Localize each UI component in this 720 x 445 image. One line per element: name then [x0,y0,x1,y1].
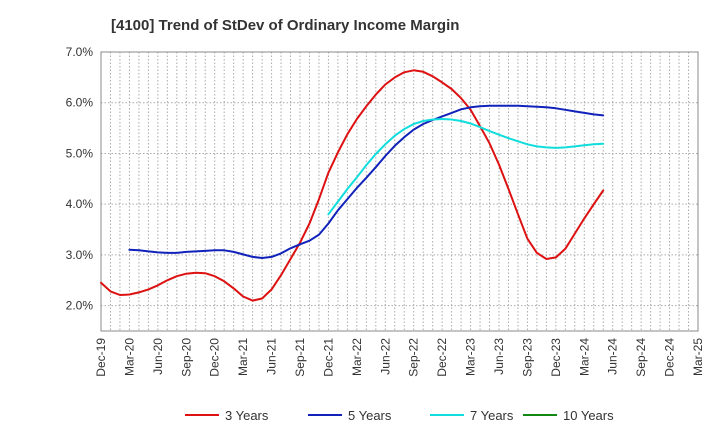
y-axis: 2.0% 3.0% 4.0% 5.0% 6.0% 7.0% [66,45,94,313]
legend-label: 3 Years [225,408,269,423]
y-tick-label: 7.0% [66,45,94,59]
legend-label: 10 Years [563,408,614,423]
series-lines [100,69,605,302]
y-tick-label: 2.0% [66,299,94,313]
x-tick-label: Mar-25 [691,338,705,376]
x-tick-label: Jun-22 [378,338,392,375]
legend-label: 5 Years [348,408,392,423]
series-line-3-years [100,69,605,302]
x-tick-label: Sep-21 [293,338,307,377]
legend-label: 7 Years [470,408,514,423]
x-tick-label: Dec-19 [94,338,108,377]
x-tick-label: Sep-24 [634,338,648,377]
x-tick-label: Dec-21 [321,338,335,377]
x-tick-label: Sep-23 [520,338,534,377]
grid [101,51,698,331]
x-tick-label: Sep-20 [179,338,193,377]
x-tick-label: Sep-22 [407,338,421,377]
chart-title: [4100] Trend of StDev of Ordinary Income… [111,17,459,34]
x-tick-label: Dec-23 [549,338,563,377]
series-line-5-years [128,104,605,259]
x-tick-label: Mar-21 [236,338,250,376]
x-tick-label: Mar-22 [350,338,364,376]
y-tick-label: 6.0% [66,96,94,110]
legend: 3 Years 5 Years 7 Years 10 Years [185,408,614,423]
x-tick-label: Mar-20 [122,338,136,376]
x-axis: Dec-19 Mar-20 Jun-20 Sep-20 Dec-20 Mar-21 Jun-… [94,338,705,377]
x-tick-label: Dec-22 [435,338,449,377]
x-tick-label: Jun-20 [151,338,165,375]
x-tick-label: Jun-23 [492,338,506,375]
x-tick-label: Mar-24 [577,338,591,376]
x-tick-label: Dec-24 [663,338,677,377]
y-tick-label: 3.0% [66,248,94,262]
y-tick-label: 5.0% [66,146,94,160]
x-tick-label: Jun-24 [606,338,620,375]
y-tick-label: 4.0% [66,197,94,211]
plot-frame [100,51,699,332]
series-line-7-years [327,118,605,216]
x-tick-label: Dec-20 [208,338,222,377]
x-tick-label: Jun-21 [265,338,279,375]
x-tick-label: Mar-23 [464,338,478,376]
